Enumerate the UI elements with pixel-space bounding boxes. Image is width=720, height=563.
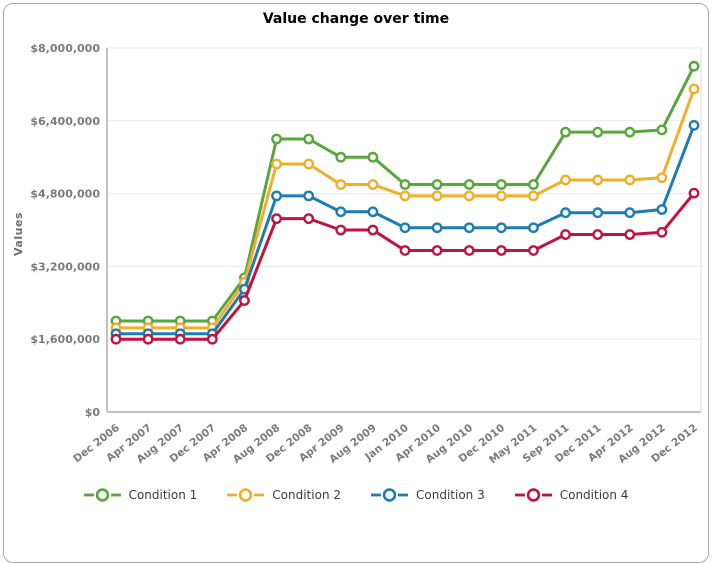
y-tick-label: $3,200,000 xyxy=(30,260,100,273)
data-point-marker xyxy=(431,179,443,190)
data-point-marker xyxy=(174,333,186,345)
data-point-marker xyxy=(624,229,636,240)
data-point-marker xyxy=(592,126,604,138)
legend: Condition 1 Condition 2 Condition 3 Conditi… xyxy=(4,487,708,503)
data-point-marker xyxy=(560,126,571,138)
data-point-marker xyxy=(463,245,475,256)
data-point-marker xyxy=(271,213,282,225)
data-point-marker xyxy=(431,190,443,202)
data-point-marker xyxy=(142,333,154,345)
legend-item-3[interactable]: Condition 3 xyxy=(371,487,485,503)
plot-area: $0 $1,600,000 $3,200,000 $4,800,000 $6,400,0… xyxy=(30,42,702,466)
data-point-marker xyxy=(367,179,379,190)
data-point-marker xyxy=(624,207,636,219)
legend-marker-icon xyxy=(83,488,121,502)
data-point-marker xyxy=(335,179,347,190)
data-point-marker xyxy=(303,158,315,170)
legend-label: Condition 3 xyxy=(416,488,485,502)
legend-marker-icon xyxy=(227,488,265,502)
data-point-marker xyxy=(239,295,250,306)
data-point-marker xyxy=(656,204,668,215)
data-point-marker xyxy=(271,190,282,202)
data-point-marker xyxy=(335,224,347,236)
data-point-marker xyxy=(206,333,218,345)
data-point-marker xyxy=(560,174,571,186)
data-point-marker xyxy=(110,333,122,345)
legend-marker-icon xyxy=(514,488,552,502)
data-point-marker xyxy=(560,207,571,219)
series-line-2 xyxy=(114,87,696,330)
legend-item-4[interactable]: Condition 4 xyxy=(514,487,629,503)
y-tick-label: $1,600,000 xyxy=(30,333,100,346)
data-point-marker xyxy=(463,190,475,202)
chart-card: Value change over time Values $0 $1,600,0… xyxy=(3,3,709,563)
data-point-marker xyxy=(399,245,411,256)
data-point-marker xyxy=(271,158,282,170)
data-point-marker xyxy=(592,207,604,219)
data-point-marker xyxy=(528,179,539,190)
data-point-marker xyxy=(624,174,636,186)
data-point-marker xyxy=(399,222,411,234)
legend-label: Condition 2 xyxy=(272,488,341,502)
data-point-marker xyxy=(688,187,700,199)
data-point-marker xyxy=(495,222,507,234)
data-point-marker xyxy=(688,119,700,131)
y-tick-label: $0 xyxy=(85,406,101,419)
data-point-marker xyxy=(303,133,315,145)
y-tick-label: $4,800,000 xyxy=(30,188,100,201)
data-point-marker xyxy=(656,124,668,136)
legend-item-2[interactable]: Condition 2 xyxy=(227,487,341,503)
data-point-marker xyxy=(431,222,443,234)
data-point-marker xyxy=(271,133,282,145)
data-point-marker xyxy=(624,126,636,138)
data-point-marker xyxy=(399,190,411,202)
data-point-marker xyxy=(688,83,700,95)
legend-marker-icon xyxy=(371,488,408,502)
data-point-marker xyxy=(335,206,347,218)
data-point-marker xyxy=(688,60,700,72)
chart-title: Value change over time xyxy=(262,11,450,27)
data-point-marker xyxy=(592,174,604,186)
data-point-marker xyxy=(495,179,507,190)
legend-label: Condition 4 xyxy=(559,488,629,502)
data-point-marker xyxy=(528,245,539,256)
data-point-marker xyxy=(463,222,475,234)
data-point-marker xyxy=(495,190,507,202)
data-point-marker xyxy=(303,190,315,202)
data-point-marker xyxy=(656,172,668,184)
data-point-marker xyxy=(335,151,347,163)
y-tick-label: $8,000,000 xyxy=(30,42,100,55)
data-point-marker xyxy=(399,179,411,190)
data-point-marker xyxy=(431,245,443,256)
data-point-marker xyxy=(495,245,507,256)
legend-label: Condition 1 xyxy=(128,488,198,502)
y-tick-label: $6,400,000 xyxy=(30,115,100,128)
data-point-marker xyxy=(656,226,668,238)
data-point-marker xyxy=(560,229,571,240)
data-point-marker xyxy=(303,213,315,225)
data-point-marker xyxy=(528,190,539,202)
data-point-marker xyxy=(367,224,379,236)
data-point-marker xyxy=(367,151,379,163)
legend-item-1[interactable]: Condition 1 xyxy=(83,487,198,503)
data-point-marker xyxy=(463,179,475,190)
data-point-marker xyxy=(367,206,379,218)
data-point-marker xyxy=(528,222,539,234)
data-point-marker xyxy=(592,229,604,240)
